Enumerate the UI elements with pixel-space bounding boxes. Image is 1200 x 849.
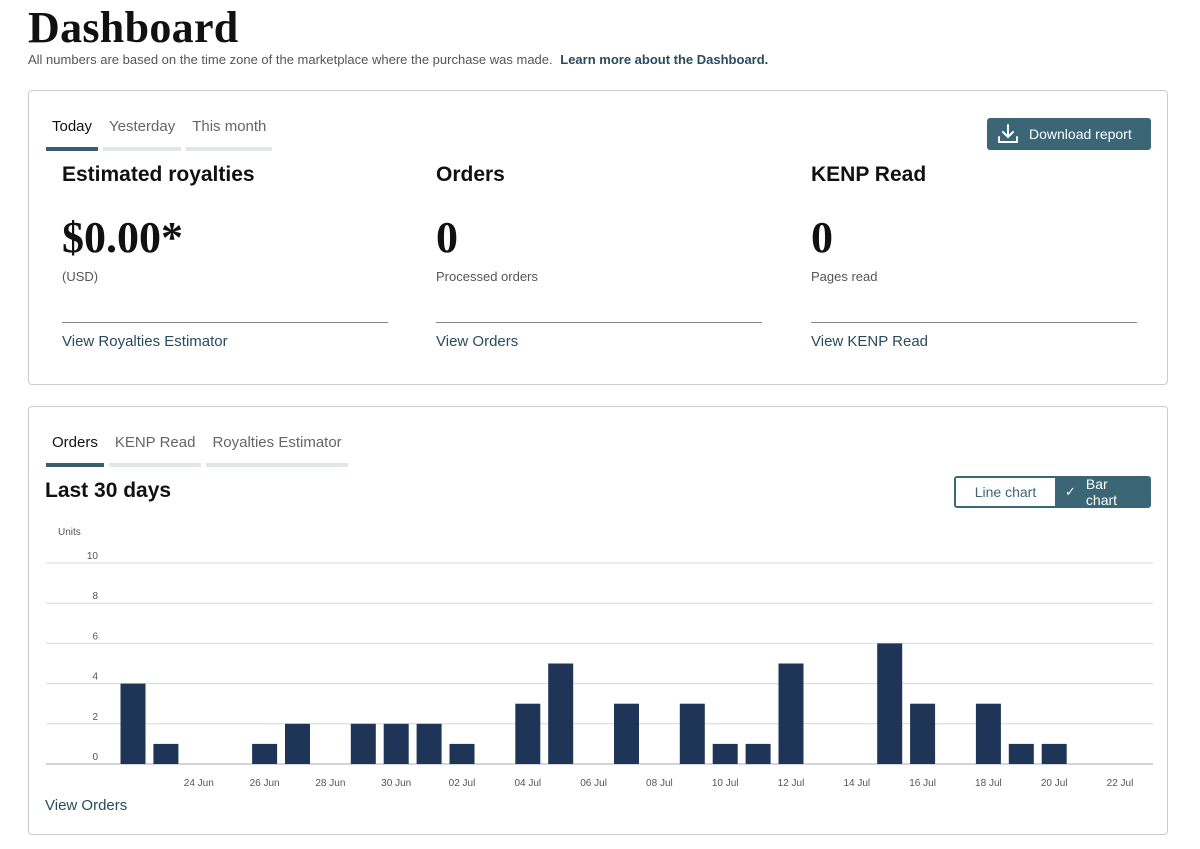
x-tick-label: 18 Jul bbox=[975, 778, 1002, 789]
x-tick-label: 28 Jun bbox=[315, 778, 345, 789]
chart-tabs: Orders KENP Read Royalties Estimator bbox=[46, 434, 353, 467]
learn-more-link[interactable]: Learn more about the Dashboard. bbox=[560, 52, 769, 67]
chart-card: Orders KENP Read Royalties Estimator Las… bbox=[28, 406, 1168, 835]
x-tick-label: 20 Jul bbox=[1041, 778, 1068, 789]
check-icon: ✓ bbox=[1065, 484, 1076, 499]
x-tick-label: 10 Jul bbox=[712, 778, 739, 789]
orders-bar-chart: Units 0 2 4 6 8 10 24 Jun 26 Jun 28 Jun 30 Jun 02 J… bbox=[46, 527, 1153, 789]
page-title: Dashboard bbox=[28, 3, 239, 52]
page-subtitle: All numbers are based on the time zone o… bbox=[28, 52, 768, 67]
x-tick-label: 08 Jul bbox=[646, 778, 673, 789]
x-tick-label: 22 Jul bbox=[1107, 778, 1134, 789]
bar bbox=[383, 723, 409, 764]
bar bbox=[712, 743, 738, 764]
y-tick-label: 2 bbox=[92, 712, 98, 723]
bar bbox=[449, 743, 475, 764]
x-tick-label: 30 Jun bbox=[381, 778, 411, 789]
bar bbox=[548, 663, 574, 764]
metric-sub: Processed orders bbox=[436, 269, 538, 284]
divider bbox=[62, 322, 388, 323]
y-tick-label: 4 bbox=[92, 672, 98, 683]
metric-value: 0 bbox=[811, 213, 833, 262]
x-tick-label: 12 Jul bbox=[778, 778, 805, 789]
bar bbox=[252, 743, 278, 764]
chart-section-title: Last 30 days bbox=[45, 479, 172, 502]
bar bbox=[1041, 743, 1067, 764]
bar bbox=[975, 703, 1001, 764]
tab-this-month[interactable]: This month bbox=[186, 118, 273, 151]
divider bbox=[811, 322, 1137, 323]
y-axis-label: Units bbox=[58, 527, 81, 538]
y-tick-label: 6 bbox=[92, 631, 98, 642]
tab-orders[interactable]: Orders bbox=[46, 434, 104, 467]
bar bbox=[614, 703, 639, 764]
bar bbox=[416, 723, 442, 764]
tab-kenp-read[interactable]: KENP Read bbox=[108, 434, 202, 467]
line-chart-button[interactable]: Line chart bbox=[956, 478, 1055, 506]
download-report-button[interactable]: Download report bbox=[987, 118, 1151, 150]
view-royalties-estimator-link[interactable]: View Royalties Estimator bbox=[62, 333, 228, 350]
x-tick-label: 16 Jul bbox=[909, 778, 936, 789]
metric-orders: Orders 0 Processed orders View Orders bbox=[436, 163, 762, 350]
metric-value: 0 bbox=[436, 213, 458, 262]
metric-sub: (USD) bbox=[62, 269, 99, 284]
metric-title: Orders bbox=[436, 163, 505, 186]
y-tick-label: 10 bbox=[87, 551, 99, 562]
metric-value: $0.00* bbox=[62, 213, 183, 262]
bar bbox=[745, 743, 771, 764]
download-icon bbox=[998, 124, 1018, 143]
bar bbox=[285, 723, 310, 764]
metric-kenp: KENP Read 0 Pages read View KENP Read bbox=[811, 163, 1137, 350]
metric-royalties: Estimated royalties $0.00* (USD) View Ro… bbox=[62, 163, 388, 350]
metric-title: KENP Read bbox=[811, 163, 927, 186]
divider bbox=[436, 322, 762, 323]
bar bbox=[877, 643, 903, 764]
view-kenp-read-link[interactable]: View KENP Read bbox=[811, 333, 929, 350]
summary-card: Today Yesterday This month Download repo… bbox=[28, 90, 1168, 385]
x-tick-label: 24 Jun bbox=[184, 778, 214, 789]
bar bbox=[350, 723, 376, 764]
x-tick-label: 04 Jul bbox=[514, 778, 541, 789]
y-tick-label: 0 bbox=[92, 752, 98, 763]
view-orders-bottom-link[interactable]: View Orders bbox=[45, 797, 128, 814]
bar-chart-button[interactable]: ✓ Bar chart bbox=[1055, 478, 1149, 506]
download-report-label: Download report bbox=[1029, 126, 1132, 142]
metric-title: Estimated royalties bbox=[62, 163, 255, 186]
bar bbox=[1008, 743, 1034, 764]
bar bbox=[778, 663, 804, 764]
period-tabs: Today Yesterday This month bbox=[46, 118, 277, 151]
chart-type-toggle: Line chart ✓ Bar chart bbox=[954, 476, 1151, 508]
x-tick-label: 14 Jul bbox=[843, 778, 870, 789]
tab-today[interactable]: Today bbox=[46, 118, 99, 151]
y-tick-label: 8 bbox=[92, 591, 98, 602]
bar-chart-label: Bar chart bbox=[1085, 476, 1118, 508]
bar bbox=[679, 703, 705, 764]
bar bbox=[120, 683, 146, 764]
x-tick-label: 02 Jul bbox=[449, 778, 476, 789]
tab-royalties-estimator[interactable]: Royalties Estimator bbox=[206, 434, 348, 467]
bar bbox=[515, 703, 541, 764]
tab-yesterday[interactable]: Yesterday bbox=[103, 118, 182, 151]
metric-sub: Pages read bbox=[811, 269, 878, 284]
view-orders-link[interactable]: View Orders bbox=[436, 333, 519, 350]
x-tick-label: 06 Jul bbox=[580, 778, 607, 789]
x-tick-label: 26 Jun bbox=[250, 778, 280, 789]
subtitle-text: All numbers are based on the time zone o… bbox=[28, 52, 553, 67]
bar bbox=[153, 743, 179, 764]
bar bbox=[910, 703, 936, 764]
